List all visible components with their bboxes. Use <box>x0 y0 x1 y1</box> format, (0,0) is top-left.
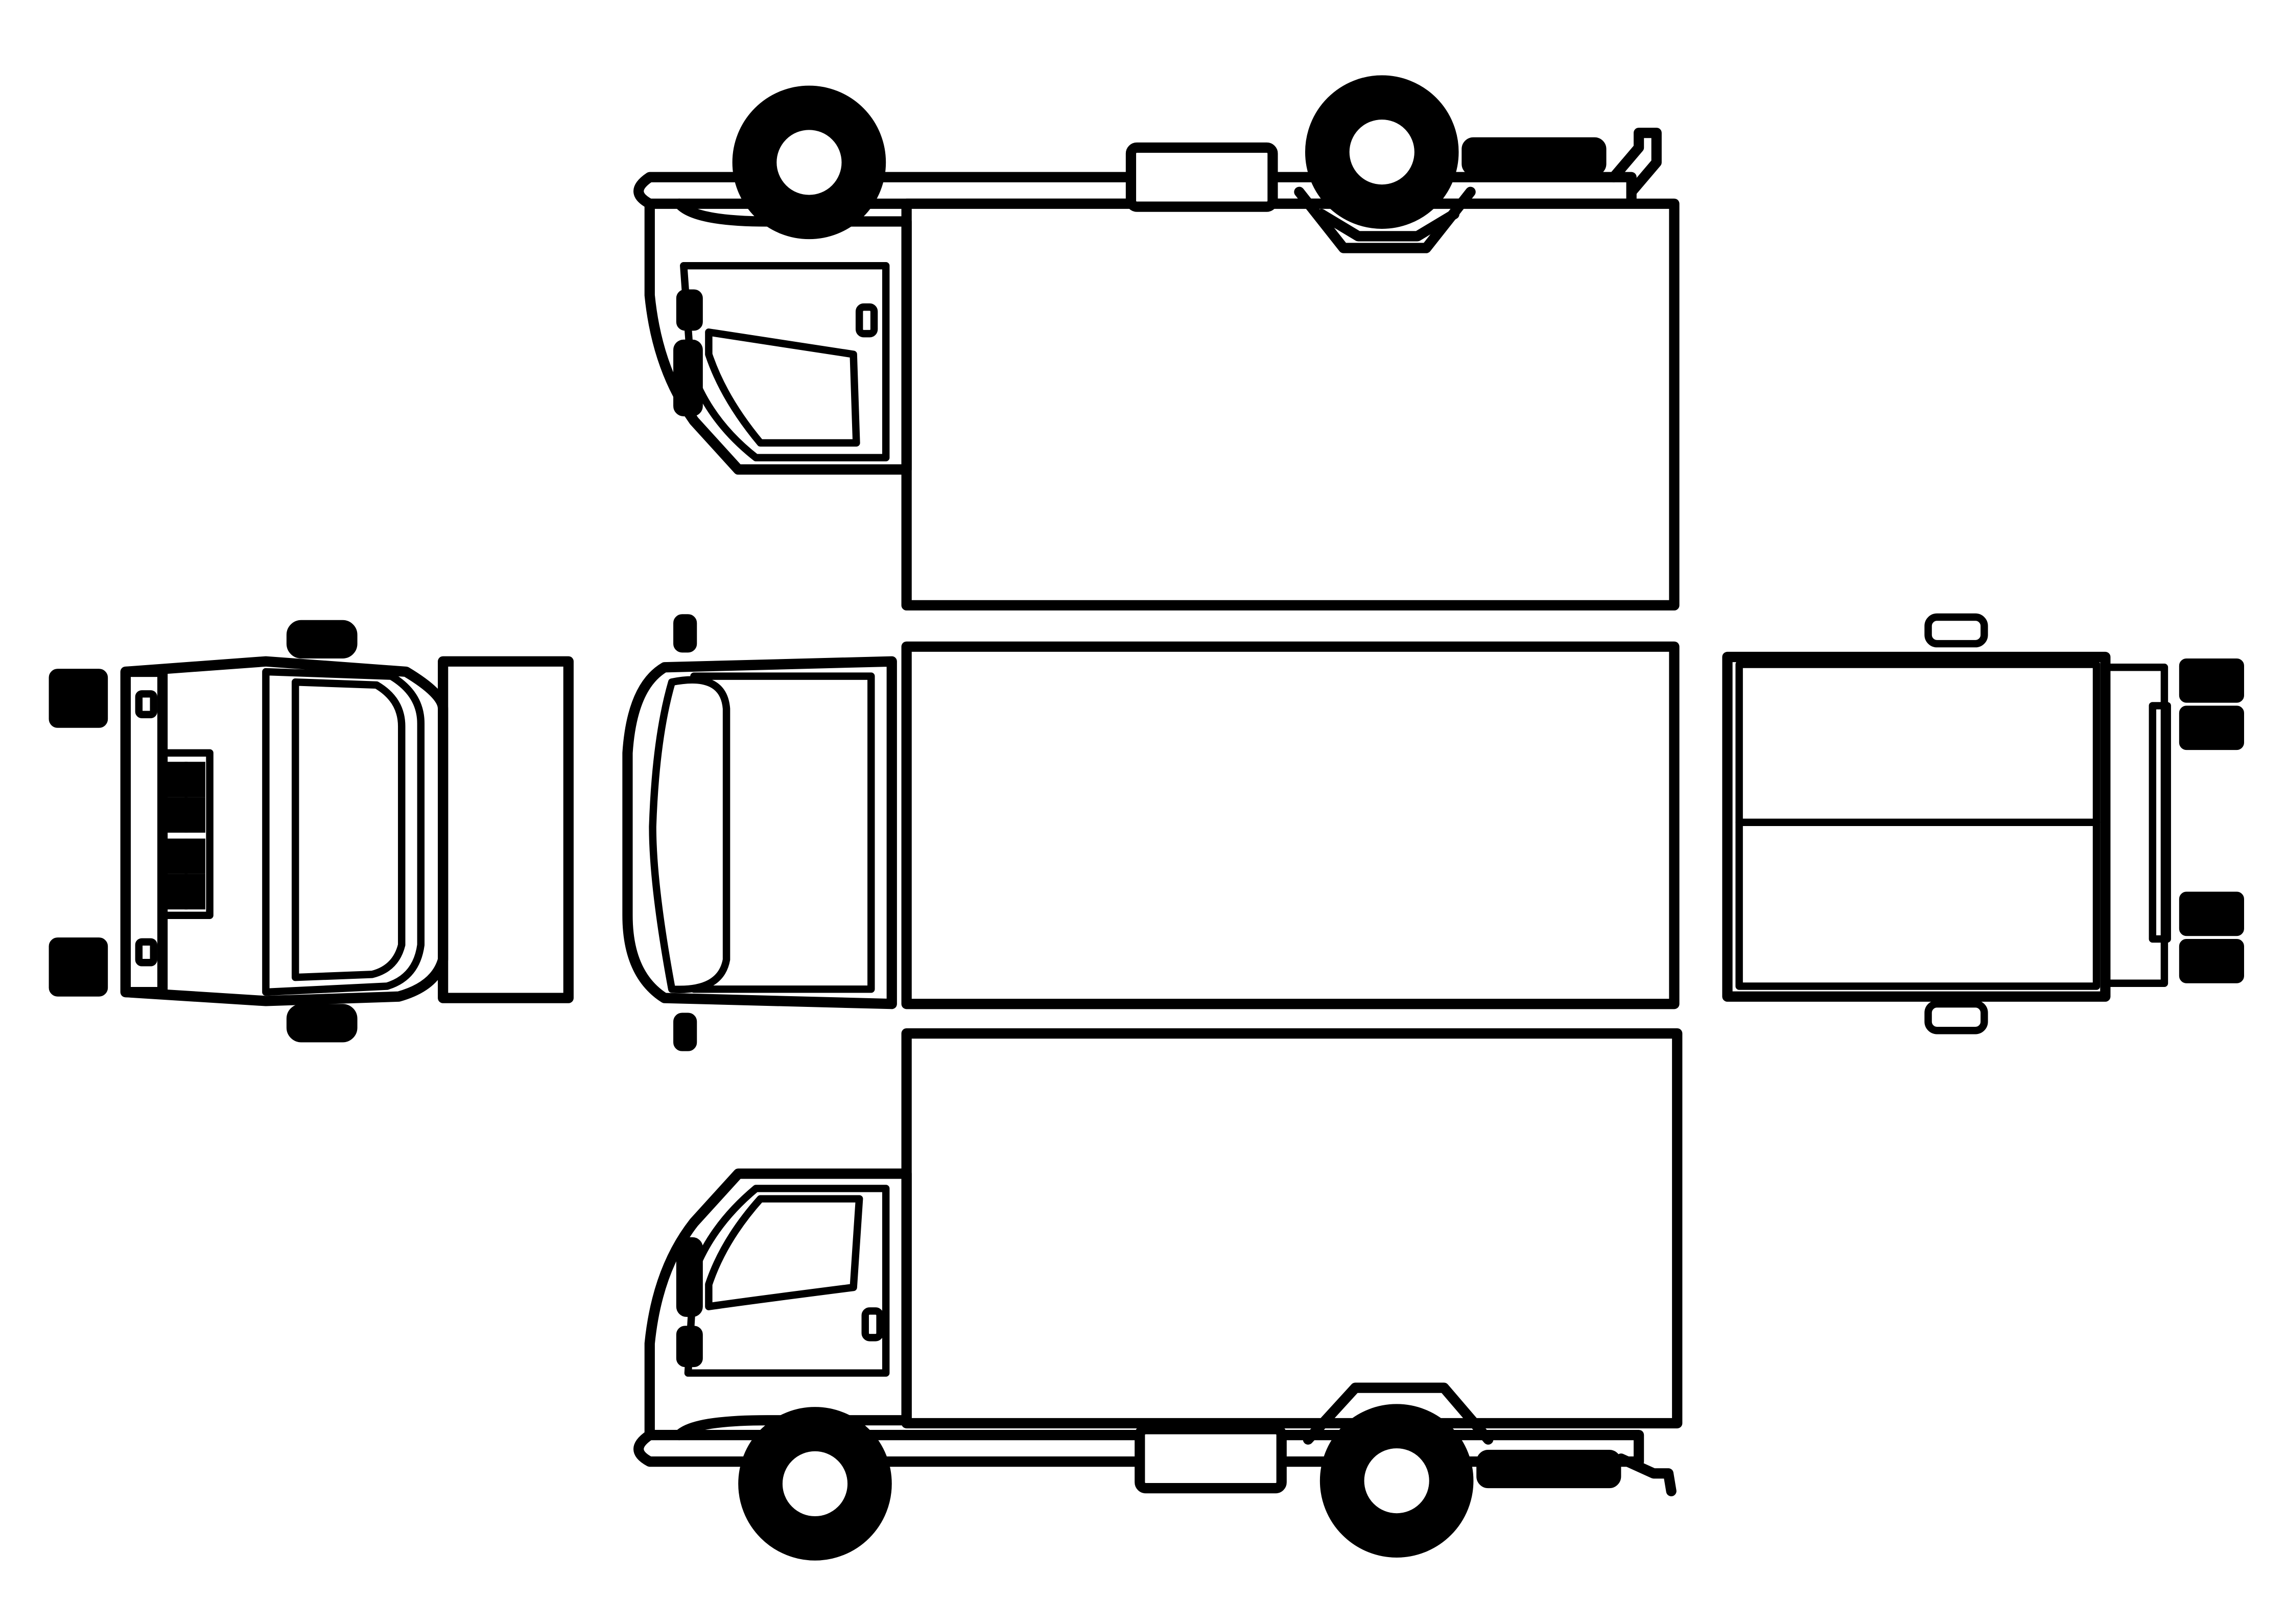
side-bottom-mirror <box>676 1237 703 1317</box>
top-cab-trim <box>690 672 875 993</box>
side-top-front-hub <box>770 124 848 201</box>
top-view <box>622 614 1680 1051</box>
front-grille-slot-5 <box>167 838 188 874</box>
side-bottom-cab-window <box>705 1195 863 1310</box>
front-mirror-top <box>286 620 358 658</box>
side-top-cab <box>644 198 912 475</box>
top-cab-windshield <box>649 676 730 994</box>
side-view-top <box>633 75 1680 611</box>
side-bottom-rear-hub <box>1358 1442 1435 1519</box>
front-grille-slot-6 <box>184 838 205 874</box>
front-grille-slot-1 <box>167 762 188 797</box>
front-wheel-bottom <box>49 937 108 997</box>
side-bottom-cargo-box <box>901 1028 1683 1429</box>
side-bottom-wheel-arch <box>1303 1382 1494 1445</box>
side-top-fuel-tank <box>1125 142 1278 212</box>
side-top-mirror <box>676 289 703 331</box>
rear-bumper <box>2149 702 2171 943</box>
side-top-rear-hub <box>1343 113 1421 191</box>
rear-mirror-bottom <box>1924 1000 1988 1034</box>
front-windshield-inner <box>291 678 406 981</box>
front-grille-slot-8 <box>184 874 205 910</box>
side-top-wheel-arch-inner <box>1316 208 1459 242</box>
front-windshield <box>262 668 425 996</box>
front-headlight-bottom <box>135 938 157 967</box>
top-mirror-top <box>673 614 697 653</box>
rear-wheel-3 <box>2179 891 2244 936</box>
side-bottom-exhaust <box>1616 1453 1677 1497</box>
side-top-cab-window <box>705 328 860 447</box>
rear-mirror-top <box>1924 613 1988 648</box>
side-bottom-mudflap <box>1476 1449 1621 1489</box>
front-grille-slot-4 <box>184 797 205 833</box>
side-top-mudflap <box>1461 137 1607 176</box>
side-bottom-fuel-tank <box>1135 1424 1287 1494</box>
front-view <box>49 620 574 1043</box>
side-top-exhaust <box>1608 127 1662 197</box>
front-mirror-bottom <box>286 1004 358 1043</box>
side-top-cargo-box <box>901 198 1680 611</box>
side-bottom-cab <box>644 1168 912 1441</box>
rear-view <box>1722 613 2244 1034</box>
side-bottom-door-handle <box>861 1307 884 1341</box>
rear-wheel-1 <box>2179 658 2244 703</box>
top-mirror-bottom <box>673 1013 697 1051</box>
rear-wheel-4 <box>2179 939 2244 983</box>
rear-wheel-2 <box>2179 705 2244 750</box>
front-grille-slot-3 <box>167 797 188 833</box>
side-top-mirror-arm <box>673 339 703 416</box>
front-wheel-top <box>49 669 108 728</box>
front-headlight-top <box>135 690 157 718</box>
top-cargo-box <box>901 641 1680 1009</box>
top-cab-roof <box>622 656 897 1009</box>
front-grille-slot-7 <box>167 874 188 910</box>
side-view-bottom <box>633 1028 1683 1561</box>
side-bottom-front-hub <box>776 1445 854 1522</box>
front-grille-slot-2 <box>184 762 205 797</box>
rear-cargo-box <box>1722 651 2111 1002</box>
side-bottom-mirror-lower <box>676 1326 703 1368</box>
side-top-door-handle <box>855 303 878 338</box>
front-bumper <box>120 666 168 998</box>
front-cargo-box <box>438 656 574 1003</box>
